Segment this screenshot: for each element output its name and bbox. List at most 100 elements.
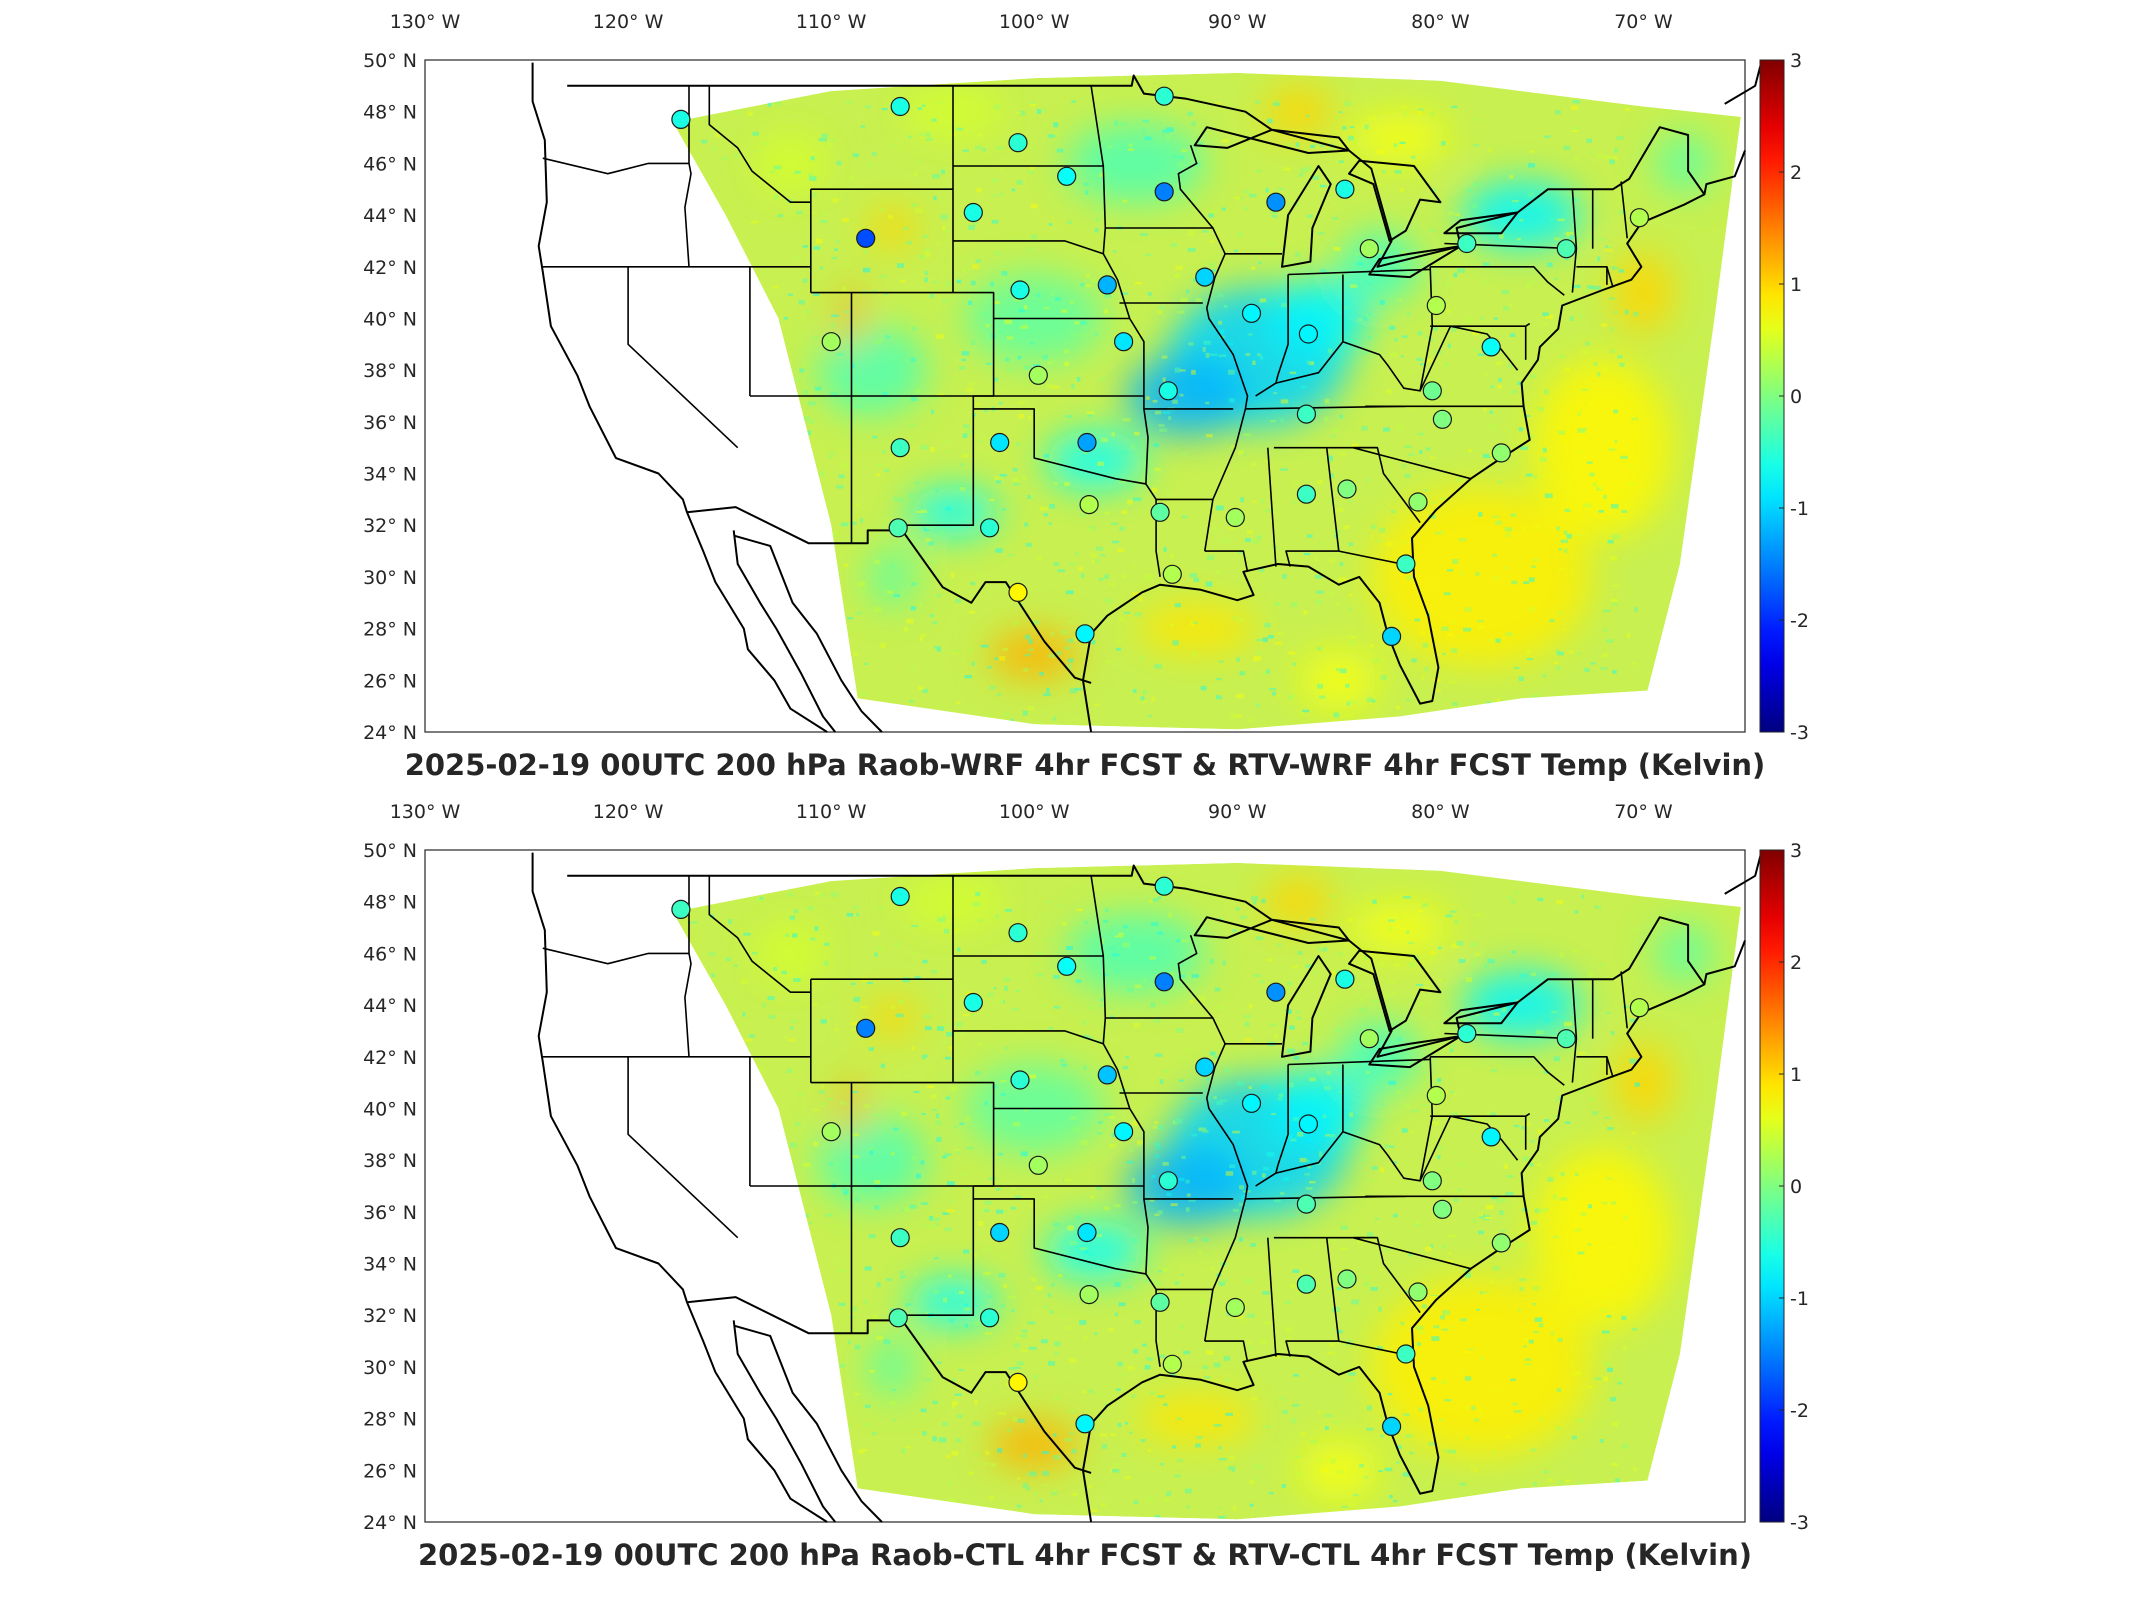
state-border	[1606, 266, 1614, 288]
coastline	[732, 530, 836, 733]
lon-tick-label: 80° W	[1411, 801, 1470, 823]
raob-station-marker	[890, 96, 910, 117]
raob-station-marker	[1225, 1297, 1245, 1318]
state-border	[1288, 1058, 1431, 1066]
lat-tick-label: 40° N	[363, 308, 417, 330]
map-panel-bottom: 130° W 120° W 110° W 100° W 90° W 80° W 70° W 5…	[0, 790, 2133, 1590]
state-border	[684, 875, 692, 1057]
state-border	[1620, 971, 1628, 1029]
lon-tick-label: 90° W	[1208, 11, 1267, 33]
state-border	[900, 1186, 975, 1316]
lat-tick-label: 34° N	[363, 464, 417, 486]
colorbar-tick-label: -1	[1790, 498, 1809, 520]
lat-tick-label: 46° N	[363, 943, 417, 965]
coastline	[1724, 852, 1763, 895]
raob-station-marker	[1008, 1372, 1028, 1393]
state-border	[1255, 1064, 1289, 1187]
lat-tick-label: 28° N	[363, 1409, 417, 1431]
state-border	[1353, 446, 1421, 524]
state-border	[1430, 1112, 1531, 1117]
raob-station-marker	[1408, 1282, 1428, 1302]
lat-tick-label: 28° N	[363, 619, 417, 641]
colorbar-tick-label: -3	[1790, 1512, 1809, 1534]
mexico-border	[686, 1296, 1092, 1474]
lat-tick-label: 26° N	[363, 1460, 417, 1482]
raob-station-marker	[1296, 484, 1317, 504]
raob-station-marker	[1556, 1029, 1576, 1049]
raob-station-marker	[1457, 1023, 1477, 1044]
raob-station-marker	[1296, 1194, 1317, 1214]
state-border	[1571, 189, 1578, 293]
lon-tick-label: 70° W	[1614, 801, 1673, 823]
raob-station-marker	[856, 228, 876, 248]
lat-tick-label: 32° N	[363, 1305, 417, 1327]
raob-station-marker	[671, 899, 691, 920]
coastlines-and-borders	[531, 852, 1763, 1523]
raob-station-marker	[888, 518, 908, 538]
raob-station-marker	[1296, 404, 1317, 424]
state-borders	[542, 875, 1628, 1368]
state-border	[684, 85, 692, 267]
lon-tick-label: 130° W	[390, 801, 461, 823]
lat-tick-label: 42° N	[363, 1047, 417, 1069]
raob-station-marker	[1075, 624, 1095, 644]
raob-station-marker	[1241, 303, 1262, 323]
raob-station-marker	[890, 886, 910, 907]
raob-station-marker	[1097, 275, 1117, 295]
lon-tick-label: 110° W	[796, 801, 867, 823]
state-border	[1352, 446, 1472, 480]
raob-station-marker	[990, 432, 1010, 453]
raob-station-marker	[1396, 554, 1416, 574]
lat-tick-label: 30° N	[363, 1357, 417, 1379]
colorbar-tick-label: 1	[1790, 274, 1802, 296]
raob-station-marker	[1075, 1414, 1095, 1434]
raob-station-marker	[821, 332, 841, 352]
mexico-border	[686, 506, 1092, 684]
lat-tick-label: 46° N	[363, 153, 417, 175]
lat-tick-label: 38° N	[363, 1150, 417, 1172]
raob-station-marker	[1629, 998, 1650, 1018]
state-border	[1090, 85, 1149, 484]
state-border	[1571, 979, 1578, 1083]
raob-station-marker	[1422, 1171, 1442, 1191]
colorbar-tick-label: 2	[1790, 952, 1802, 974]
panel-title: 2025-02-19 00UTC 200 hPa Raob-WRF 4hr FC…	[405, 748, 1766, 782]
state-border	[1430, 1056, 1565, 1086]
state-border	[749, 395, 853, 544]
state-border	[1288, 268, 1431, 276]
state-border	[953, 240, 1104, 255]
state-border	[1275, 341, 1344, 384]
raob-station-marker	[990, 1222, 1010, 1243]
great-lake-outline	[1348, 159, 1442, 242]
raob-station-marker	[1195, 1057, 1215, 1077]
state-border	[1255, 274, 1289, 397]
raob-station-marker	[1077, 432, 1097, 453]
state-border	[973, 1198, 1161, 1368]
raob-station-marker	[890, 438, 910, 458]
raob-station-marker	[1057, 956, 1077, 976]
raob-station-marker	[1337, 1269, 1357, 1289]
state-border	[1177, 145, 1249, 552]
raob-station-marker	[1008, 582, 1028, 603]
raob-station-marker	[1150, 502, 1170, 522]
raob-station-marker	[1150, 1292, 1170, 1312]
colorbar-tick-label: 3	[1790, 50, 1802, 72]
state-border	[1419, 325, 1519, 392]
lat-tick-label: 26° N	[363, 670, 417, 692]
raob-station-marker	[1195, 267, 1215, 287]
raob-station-marker	[1426, 295, 1446, 316]
raob-station-marker	[1396, 1344, 1416, 1364]
raob-station-marker	[979, 518, 1000, 538]
raob-station-marker	[1629, 208, 1650, 228]
raob-station-marker	[1422, 381, 1442, 401]
lon-tick-label: 80° W	[1411, 11, 1470, 33]
lon-tick-label: 120° W	[593, 801, 664, 823]
raob-station-marker	[1154, 86, 1174, 106]
state-border	[1342, 266, 1434, 392]
raob-station-marker	[1008, 923, 1028, 943]
lat-tick-label: 50° N	[363, 840, 417, 862]
colorbar-tick-label: 1	[1790, 1064, 1802, 1086]
state-border	[749, 1185, 853, 1334]
state-border	[1204, 550, 1249, 572]
raob-station-marker	[1335, 969, 1355, 989]
